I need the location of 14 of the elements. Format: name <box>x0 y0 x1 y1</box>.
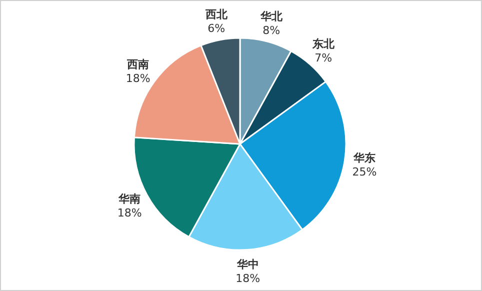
slice-label: 西北 <box>204 8 228 22</box>
data-label: 6% <box>208 22 226 36</box>
slice-label: 华东 <box>352 152 376 165</box>
data-label: 18% <box>126 72 150 85</box>
slice-label: 华中 <box>236 258 259 271</box>
slice-label: 东北 <box>311 37 336 50</box>
slice-label: 西南 <box>126 58 150 71</box>
slice-label: 华南 <box>118 192 141 206</box>
data-label: 25% <box>352 166 377 179</box>
data-label: 7% <box>314 51 332 64</box>
slice-label: 华北 <box>259 10 284 23</box>
data-label: 18% <box>236 272 260 285</box>
data-label: 18% <box>117 206 142 220</box>
data-label: 8% <box>262 24 280 37</box>
